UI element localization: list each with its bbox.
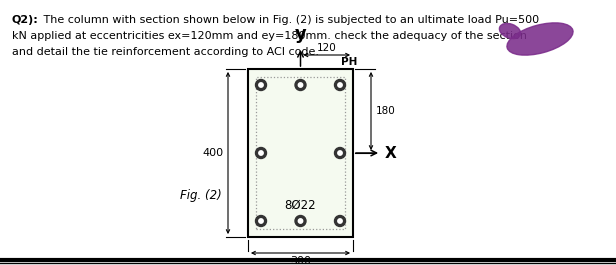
Circle shape	[334, 148, 346, 158]
Circle shape	[259, 219, 263, 223]
Bar	[248, 69, 353, 237]
Text: Q2):: Q2):	[12, 15, 39, 25]
Text: 400: 400	[203, 148, 224, 158]
Text: Fig. (2): Fig. (2)	[180, 188, 222, 201]
Text: PH: PH	[341, 57, 357, 67]
Text: y: y	[294, 25, 306, 43]
Circle shape	[256, 80, 267, 91]
Circle shape	[256, 148, 267, 158]
Text: 8Ø22: 8Ø22	[285, 198, 316, 211]
Circle shape	[298, 83, 302, 87]
Circle shape	[334, 215, 346, 227]
Text: 300: 300	[290, 256, 311, 265]
Text: and detail the tie reinforcement according to ACI code.: and detail the tie reinforcement accordi…	[12, 47, 319, 57]
Circle shape	[295, 215, 306, 227]
Text: The column with section shown below in Fig. (2) is subjected to an ultimate load: The column with section shown below in F…	[40, 15, 539, 25]
Circle shape	[338, 151, 342, 155]
Bar	[256, 77, 345, 229]
Text: kN applied at eccentricities ex=120mm and ey=180mm. check the adequacy of the se: kN applied at eccentricities ex=120mm an…	[12, 31, 527, 41]
Ellipse shape	[500, 23, 521, 39]
Circle shape	[338, 219, 342, 223]
Circle shape	[259, 83, 263, 87]
Circle shape	[334, 80, 346, 91]
Circle shape	[295, 80, 306, 91]
Text: X: X	[385, 145, 397, 161]
Circle shape	[338, 83, 342, 87]
Ellipse shape	[507, 23, 573, 55]
Circle shape	[259, 151, 263, 155]
Text: 120: 120	[317, 43, 336, 53]
Circle shape	[256, 215, 267, 227]
Circle shape	[298, 219, 302, 223]
Text: 180: 180	[376, 106, 395, 116]
